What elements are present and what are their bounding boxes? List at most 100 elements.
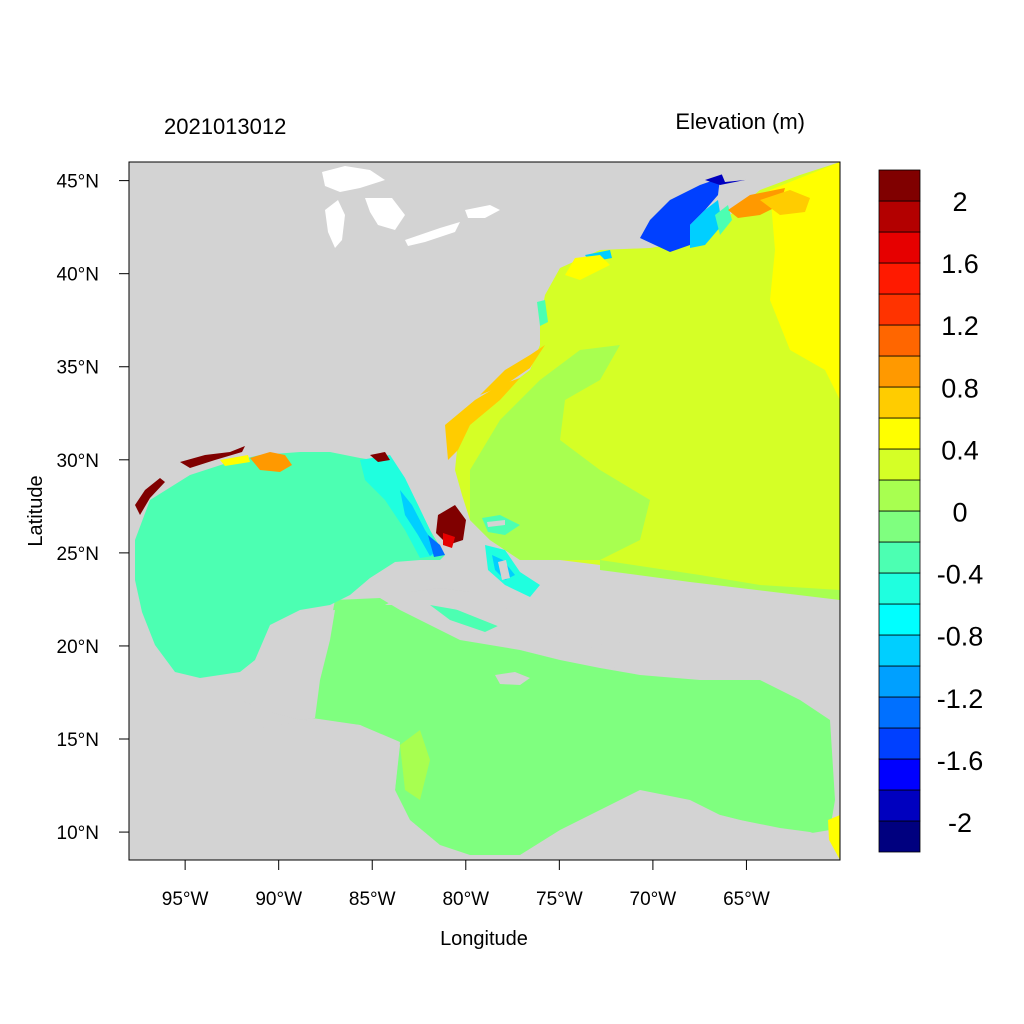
y-tick-label: 40°N (57, 265, 99, 286)
colorbar-swatch (878, 169, 921, 202)
colorbar-label: 2 (952, 187, 967, 217)
hispaniola-island (590, 642, 680, 672)
colorbar-swatch (878, 355, 921, 388)
colorbar: 2 1.6 1.2 0.8 0.4 0 -0.4 -0.8 -1.2 -1.6 -2 (878, 169, 984, 853)
x-tick-label: 90°W (255, 889, 302, 910)
y-tick-label: 10°N (57, 823, 99, 844)
colorbar-label: 0 (952, 498, 967, 528)
nova-scotia-shelf-orange (728, 188, 785, 218)
gulf-stream-band (470, 345, 650, 560)
nova-scotia-shelf-yellow (760, 190, 810, 215)
colorbar-swatch (878, 665, 921, 698)
gulf-of-mexico-region (135, 452, 445, 678)
x-tick-label: 70°W (630, 889, 677, 910)
y-tick-label: 15°N (57, 730, 99, 751)
atlantic-positive-yellow (770, 162, 840, 400)
colorbar-swatch (878, 448, 921, 481)
colorbar-swatch (878, 572, 921, 605)
colorbar-swatch (878, 634, 921, 667)
big-bend-darkred (370, 452, 390, 462)
gulf-of-maine-cyan (715, 205, 732, 235)
colorbar-swatch (878, 727, 921, 760)
yucatan-peninsula (225, 610, 335, 720)
gulf-coast-darkred-1 (135, 478, 165, 515)
x-tick-label: 80°W (442, 889, 489, 910)
lake-ontario (465, 205, 500, 218)
bahamas-bank-cyan (485, 545, 540, 597)
colorbar-swatch (878, 386, 921, 419)
x-tick-label: 65°W (723, 889, 770, 910)
cuba-south-shelf (430, 605, 500, 632)
puerto-rico-island (705, 670, 735, 680)
colorbar-swatch (878, 789, 921, 822)
florida-bay-cyan (400, 490, 438, 556)
y-tick-label: 35°N (57, 358, 99, 379)
colorbar-label: -2 (948, 808, 972, 838)
florida-bay-blue (428, 535, 445, 557)
y-tick-label: 45°N (57, 172, 99, 193)
x-tick-label: 85°W (349, 889, 396, 910)
colorbar-swatch (878, 820, 921, 853)
plot-right-title: Elevation (m) (675, 109, 805, 134)
colorbar-swatch (878, 479, 921, 512)
colorbar-swatch (878, 603, 921, 636)
colorbar-swatch (878, 200, 921, 233)
lake-superior (322, 166, 385, 192)
cuba-island (385, 588, 560, 640)
caribbean-inner-region (400, 730, 430, 800)
map-plot-area (129, 162, 840, 860)
colorbar-label: -0.8 (937, 622, 984, 652)
florida-east-coast-orange (445, 378, 520, 460)
chesapeake-cyan (537, 300, 548, 326)
x-tick-label: 95°W (162, 889, 209, 910)
colorbar-swatch (878, 541, 921, 574)
x-axis: 95°W 90°W 85°W 80°W 75°W 70°W 65°W (162, 860, 770, 910)
colorbar-label: -1.2 (937, 684, 984, 714)
colorbar-swatch (878, 510, 921, 543)
jamaica-island (495, 672, 530, 685)
colorbar-label: -0.4 (937, 560, 984, 590)
colorbar-label: 1.6 (941, 249, 979, 279)
land-islands (129, 165, 840, 860)
y-tick-label: 30°N (57, 451, 99, 472)
colorbar-swatch (878, 262, 921, 295)
nova-scotia-land (720, 165, 760, 182)
andros-island (498, 560, 510, 580)
new-york-bight-yellow (565, 255, 610, 280)
colorbar-swatch (878, 324, 921, 357)
south-america-coast (520, 795, 840, 860)
caribbean-sea-region (312, 598, 835, 855)
lake-erie (405, 222, 460, 246)
lake-huron (365, 198, 405, 230)
colorbar-swatch (878, 696, 921, 729)
map-frame (128, 161, 841, 861)
gulf-of-maine-light (690, 200, 722, 248)
y-tick-label: 25°N (57, 544, 99, 565)
southeast-coast-orange (480, 345, 545, 395)
gulf-of-maine-blue (640, 178, 720, 252)
colorbar-label: 0.8 (941, 373, 979, 403)
colorbar-label: 1.2 (941, 311, 979, 341)
colorbar-swatch (878, 231, 921, 264)
colorbar-label: 0.4 (941, 435, 979, 465)
florida-southeast-red (443, 533, 455, 548)
y-tick-label: 20°N (57, 637, 99, 658)
grand-bahama-island (487, 520, 505, 527)
x-tick-label: 75°W (536, 889, 583, 910)
colorbar-swatch (878, 293, 921, 326)
louisiana-coast-orange (250, 452, 292, 472)
great-lakes (322, 166, 500, 248)
colorbar-label: -1.6 (937, 746, 984, 776)
colorbar-swatch (878, 417, 921, 450)
y-axis: 45°N 40°N 35°N 30°N 25°N 20°N 15°N 10°N (57, 172, 129, 844)
colorbar-swatch (878, 758, 921, 791)
gulf-stream-tail (600, 560, 840, 600)
lake-michigan (325, 200, 345, 248)
gulf-coast-yellow (220, 455, 250, 466)
x-axis-label: Longitude (440, 928, 528, 950)
y-axis-label: Latitude (25, 475, 47, 546)
central-america (129, 718, 420, 860)
gulf-coast-darkred-2 (180, 446, 245, 468)
plot-left-title: 2021013012 (164, 114, 286, 139)
